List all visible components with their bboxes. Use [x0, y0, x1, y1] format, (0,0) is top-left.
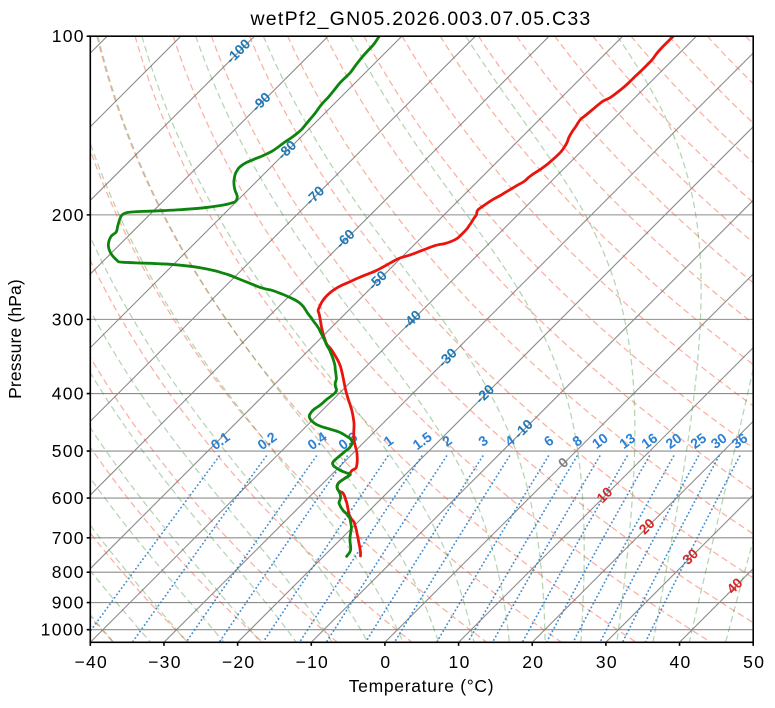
svg-text:1000: 1000	[41, 620, 85, 640]
svg-text:Pressure (hPa): Pressure (hPa)	[5, 279, 25, 399]
svg-text:300: 300	[52, 309, 85, 329]
svg-text:800: 800	[52, 562, 85, 582]
svg-text:−30: −30	[148, 652, 182, 672]
svg-text:600: 600	[52, 488, 85, 508]
svg-text:400: 400	[52, 384, 85, 404]
svg-text:−10: −10	[295, 652, 329, 672]
svg-text:−20: −20	[222, 652, 256, 672]
svg-text:10: 10	[449, 652, 471, 672]
svg-text:700: 700	[52, 528, 85, 548]
svg-text:wetPf2_GN05.2026.003.07.05.C33: wetPf2_GN05.2026.003.07.05.C33	[249, 8, 591, 30]
svg-text:30: 30	[596, 652, 618, 672]
svg-text:900: 900	[52, 593, 85, 613]
svg-text:Temperature (°C): Temperature (°C)	[349, 676, 495, 696]
svg-text:−40: −40	[75, 652, 109, 672]
svg-text:20: 20	[522, 652, 544, 672]
svg-text:0: 0	[380, 652, 391, 672]
svg-text:50: 50	[743, 652, 765, 672]
svg-text:500: 500	[52, 441, 85, 461]
svg-text:100: 100	[52, 26, 85, 46]
svg-text:40: 40	[670, 652, 692, 672]
svg-text:200: 200	[52, 205, 85, 225]
